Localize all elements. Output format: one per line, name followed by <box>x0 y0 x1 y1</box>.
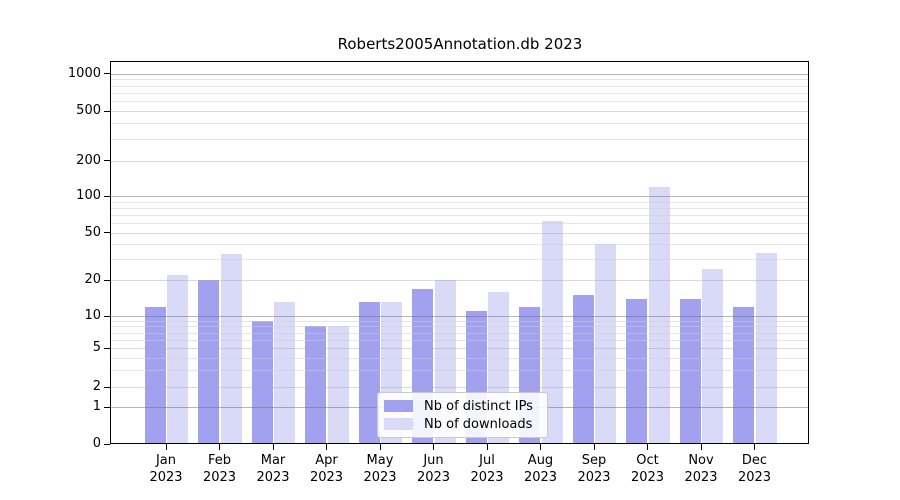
gridline-major <box>111 280 809 282</box>
bar-distinct-ips-mar <box>251 320 273 444</box>
bar-downloads-jan <box>167 275 188 444</box>
bar-distinct-ips-feb <box>198 280 219 444</box>
y-tick-mark <box>104 195 110 197</box>
y-tick-mark <box>104 386 110 388</box>
legend: Nb of distinct IPs Nb of downloads <box>377 392 548 438</box>
x-tick-label: Dec 2023 <box>737 453 772 485</box>
legend-entry-distinct-ips: Nb of distinct IPs <box>384 398 541 415</box>
x-tick-label: Apr 2023 <box>309 453 344 485</box>
bar-downloads-dec <box>755 252 777 444</box>
x-tick-mark <box>165 444 167 450</box>
x-tick-mark <box>219 444 220 450</box>
bar-distinct-ips-dec <box>733 306 754 444</box>
y-tick-label: 10 <box>84 308 101 323</box>
x-tick-label: Jun 2023 <box>416 453 451 485</box>
x-tick-mark <box>272 444 274 450</box>
legend-swatch-downloads <box>384 418 413 430</box>
x-tick-label: Jan 2023 <box>149 453 183 485</box>
x-tick-mark <box>754 444 755 450</box>
gridline-minor <box>111 101 809 103</box>
legend-swatch-distinct-ips <box>384 400 413 412</box>
y-tick-label: 0 <box>92 436 101 451</box>
bar-downloads-apr <box>327 326 349 444</box>
chart-title: Roberts2005Annotation.db 2023 <box>337 35 583 53</box>
gridline-minor <box>111 85 809 87</box>
bar-distinct-ips-may <box>358 302 380 444</box>
y-tick-label: 200 <box>76 152 101 168</box>
x-tick-label: Feb 2023 <box>202 453 237 485</box>
gridline-minor <box>111 332 809 334</box>
y-tick-label: 5 <box>92 340 101 356</box>
x-tick-label: Nov 2023 <box>684 453 718 485</box>
x-tick-label: May 2023 <box>363 453 397 485</box>
bar-downloads-oct <box>648 186 670 444</box>
x-tick-label: Oct 2023 <box>630 453 665 485</box>
gridline-major <box>111 232 809 234</box>
bar-downloads-feb <box>220 254 242 444</box>
y-tick-mark <box>104 232 110 234</box>
y-tick-label: 500 <box>76 103 101 118</box>
gridline-major <box>111 160 809 162</box>
y-tick-label: 1000 <box>67 65 101 81</box>
gridline-minor <box>111 214 809 216</box>
gridline-minor <box>111 357 809 359</box>
x-tick-label: Mar 2023 <box>256 453 290 485</box>
y-tick-label: 1 <box>92 399 101 415</box>
x-tick-mark <box>593 444 595 450</box>
bar-downloads-nov <box>702 268 723 444</box>
legend-entry-downloads: Nb of downloads <box>384 416 541 433</box>
gridline-minor <box>111 326 809 328</box>
x-tick-mark <box>326 444 327 450</box>
gridline-minor <box>111 244 809 246</box>
y-tick-mark <box>104 443 110 445</box>
x-tick-mark <box>700 444 702 450</box>
y-tick-label: 50 <box>84 224 101 240</box>
x-tick-mark <box>647 444 648 450</box>
y-tick-mark <box>104 110 110 112</box>
y-tick-mark <box>104 406 110 408</box>
gridline-minor <box>111 123 809 125</box>
gridline-decade <box>111 196 809 197</box>
x-tick-label: Sep 2023 <box>577 453 611 485</box>
gridline-major <box>111 348 809 350</box>
gridline-minor <box>111 207 809 209</box>
y-tick-mark <box>104 73 110 75</box>
gridline-minor <box>111 370 809 372</box>
bar-distinct-ips-apr <box>305 326 326 444</box>
gridline-minor <box>111 259 809 261</box>
bar-downloads-sep <box>595 244 616 444</box>
gridline-minor <box>111 92 809 94</box>
gridline-minor <box>111 339 809 341</box>
y-tick-mark <box>104 315 110 317</box>
x-tick-mark <box>433 444 434 450</box>
bar-downloads-mar <box>274 302 295 444</box>
y-tick-mark <box>104 279 110 281</box>
gridline-minor <box>111 138 809 140</box>
bar-distinct-ips-sep <box>572 295 594 444</box>
gridline-minor <box>111 223 809 225</box>
y-tick-mark <box>104 347 110 349</box>
gridline-decade <box>111 73 809 75</box>
x-tick-mark <box>379 444 381 450</box>
x-tick-mark <box>486 444 488 450</box>
bar-distinct-ips-jan <box>144 306 166 444</box>
x-tick-label: Jul 2023 <box>470 453 504 485</box>
gridline-minor <box>111 201 809 203</box>
x-tick-label: Aug 2023 <box>523 453 558 485</box>
y-tick-label: 2 <box>92 379 101 395</box>
gridline-major <box>111 111 809 112</box>
legend-label-downloads: Nb of downloads <box>424 416 533 432</box>
y-tick-label: 20 <box>84 272 101 288</box>
x-tick-mark <box>540 444 541 450</box>
y-tick-mark <box>104 160 110 162</box>
gridline-minor <box>111 79 809 81</box>
y-tick-label: 100 <box>76 188 101 203</box>
gridline-major <box>111 387 809 389</box>
gridline-decade <box>111 316 809 317</box>
legend-label-distinct-ips: Nb of distinct IPs <box>424 398 533 414</box>
gridline-minor <box>111 320 809 322</box>
